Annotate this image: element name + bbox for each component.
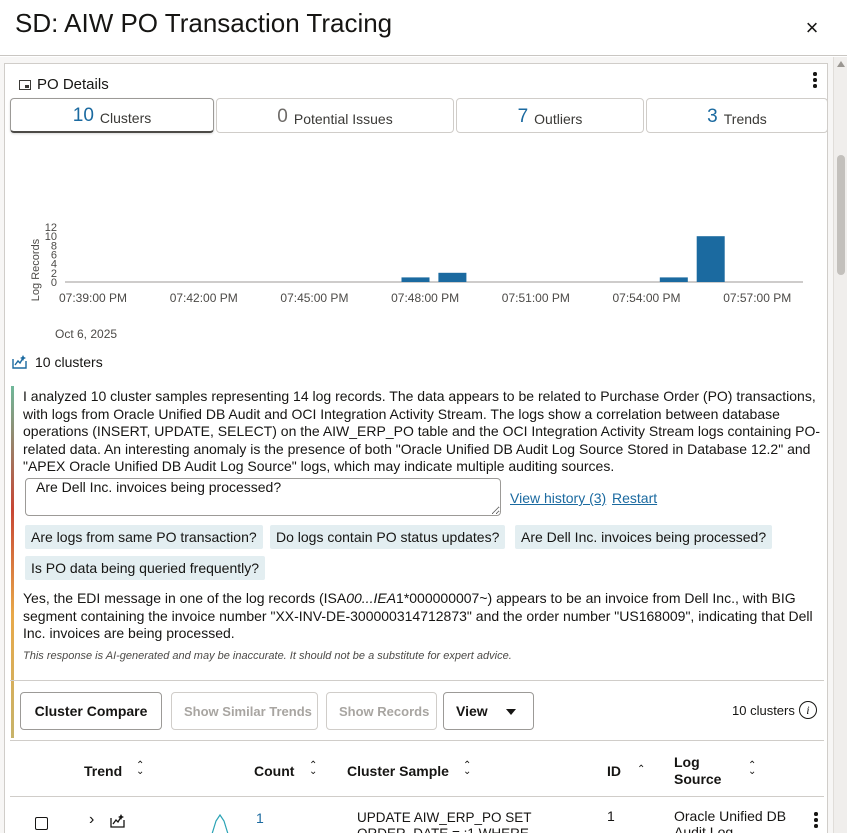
po-details-panel: PO Details 10 Clusters 0 Potential Issue… xyxy=(4,63,828,833)
tab-trends-count: 3 xyxy=(707,106,718,127)
trend-sparkline xyxy=(211,813,229,833)
tab-outliers-label: Outliers xyxy=(534,111,583,127)
y-tick-label: 0 xyxy=(51,277,57,289)
row-checkbox[interactable] xyxy=(35,817,48,830)
row-more-icon[interactable] xyxy=(808,808,824,832)
x-tick-label: 07:42:00 PM xyxy=(170,291,238,305)
show-similar-trends-button[interactable]: Show Similar Trends xyxy=(171,692,318,730)
clusters-summary-text: 10 clusters xyxy=(35,354,103,370)
close-icon[interactable]: × xyxy=(805,15,819,40)
suggestion-chip[interactable]: Are Dell Inc. invoices being processed? xyxy=(515,525,773,549)
scrollbar-thumb[interactable] xyxy=(837,155,845,275)
tab-clusters-label: Clusters xyxy=(99,110,152,126)
x-axis-date-label: Oct 6, 2025 xyxy=(55,327,117,341)
chevron-down-icon xyxy=(505,709,516,716)
ai-summary: I analyzed 10 cluster samples representi… xyxy=(23,388,821,474)
dialog-header: SD: AIW PO Transaction Tracing × xyxy=(0,0,847,56)
chart-bars xyxy=(401,236,725,282)
view-menu-button[interactable]: View xyxy=(443,692,534,730)
chart-bar[interactable] xyxy=(401,277,430,282)
chart-bar[interactable] xyxy=(696,236,725,282)
chart-bar[interactable] xyxy=(438,272,467,282)
row-id: 1 xyxy=(607,808,615,824)
y-tick-label: 6 xyxy=(51,250,57,262)
x-axis: 07:39:00 PM 07:42:00 PM 07:45:00 PM 07:48:0… xyxy=(59,281,803,305)
sort-ascending-icon[interactable]: ⌃ xyxy=(637,764,646,775)
tab-clusters[interactable]: 10 Clusters xyxy=(10,98,214,133)
ai-answer-suffix: 1*000000007~) appears to be an invoice f… xyxy=(23,590,813,641)
x-tick-label: 07:48:00 PM xyxy=(391,291,459,305)
x-tick-label: 07:39:00 PM xyxy=(59,291,127,305)
clusters-table: Trend ⌃ ⌄ Count ⌃ ⌄ Cluster Sample ⌃ ⌄ ID ⌃… xyxy=(10,740,824,833)
ai-answer-prefix: Yes, the EDI message in one of the log r… xyxy=(23,590,347,606)
x-tick-label: 07:51:00 PM xyxy=(502,291,570,305)
tab-potential-issues-count: 0 xyxy=(277,106,288,127)
tab-potential-issues-label: Potential Issues xyxy=(293,111,393,127)
column-header-trend[interactable]: Trend xyxy=(84,763,123,779)
panel-icon xyxy=(19,79,31,90)
cluster-count-text: 10 clusters xyxy=(732,702,795,718)
suggestion-chip[interactable]: Are logs from same PO transaction? xyxy=(25,525,263,549)
table-header: Trend ⌃ ⌄ Count ⌃ ⌄ Cluster Sample ⌃ ⌄ ID ⌃… xyxy=(10,741,824,797)
sort-icon[interactable]: ⌃ ⌄ xyxy=(463,760,472,777)
y-tick-label: 8 xyxy=(51,240,57,252)
dialog-title: SD: AIW PO Transaction Tracing xyxy=(15,8,393,38)
ai-sparkle-icon xyxy=(12,355,27,369)
y-tick-label: 2 xyxy=(51,268,57,280)
x-tick-label: 07:45:00 PM xyxy=(280,291,348,305)
ai-answer-italic: 00...IEA xyxy=(346,590,397,606)
y-axis-label: Log Records xyxy=(30,238,42,301)
suggestion-chip[interactable]: Is PO data being queried frequently? xyxy=(25,556,266,580)
panel-title: PO Details xyxy=(37,76,109,93)
chart-bar[interactable] xyxy=(659,277,688,282)
view-history-link[interactable]: View history (3) xyxy=(510,490,607,506)
ai-accent-bar xyxy=(11,386,14,738)
ai-answer: Yes, the EDI message in one of the log r… xyxy=(23,590,823,643)
row-log-source: Oracle Unified DB Audit Log xyxy=(674,808,787,833)
x-tick-label: 07:57:00 PM xyxy=(723,291,791,305)
column-header-cluster-sample[interactable]: Cluster Sample xyxy=(347,763,449,779)
scrollbar[interactable] xyxy=(833,57,847,833)
tab-outliers-count: 7 xyxy=(517,106,529,127)
ai-sparkle-icon xyxy=(110,814,125,828)
show-records-button[interactable]: Show Records xyxy=(326,692,437,730)
y-tick-label: 12 xyxy=(45,222,57,234)
panel-more-icon[interactable] xyxy=(807,68,823,92)
view-menu-label: View xyxy=(456,703,488,719)
y-tick-label: 4 xyxy=(51,259,57,271)
tab-trends-label: Trends xyxy=(723,111,767,127)
scroll-up-icon[interactable] xyxy=(837,61,845,67)
cluster-count: 10 clusters i xyxy=(732,701,817,719)
chevron-right-icon[interactable]: › xyxy=(89,811,95,828)
tab-trends[interactable]: 3 Trends xyxy=(646,98,828,133)
tab-outliers[interactable]: 7 Outliers xyxy=(456,98,644,133)
cluster-toolbar: Cluster Compare Show Similar Trends Show… xyxy=(10,680,824,740)
column-header-log-source[interactable]: Log Source xyxy=(674,754,722,787)
row-count-link[interactable]: 1 xyxy=(256,810,264,826)
column-header-count[interactable]: Count xyxy=(254,763,295,779)
y-tick-label: 10 xyxy=(45,231,57,243)
sort-icon[interactable]: ⌃ ⌄ xyxy=(309,760,318,777)
tab-clusters-count: 10 xyxy=(72,105,94,126)
sort-icon[interactable]: ⌃ ⌄ xyxy=(136,760,145,777)
sort-icon[interactable]: ⌃ ⌄ xyxy=(748,760,757,777)
panel-header: PO Details xyxy=(19,76,109,93)
summary-tabs: 10 Clusters 0 Potential Issues 7 Outlier… xyxy=(10,98,828,134)
tab-potential-issues[interactable]: 0 Potential Issues xyxy=(216,98,454,133)
ask-question-input[interactable] xyxy=(25,478,501,516)
row-cluster-sample: UPDATE AIW_ERP_PO SET ORDER_DATE = :1 WH… xyxy=(357,810,532,833)
ai-assistant: I analyzed 10 cluster samples representi… xyxy=(11,386,823,744)
ai-disclaimer: This response is AI-generated and may be… xyxy=(23,650,512,662)
suggestion-chip[interactable]: Do logs contain PO status updates? xyxy=(270,525,506,549)
column-header-id[interactable]: ID xyxy=(607,763,621,779)
x-tick-label: 07:54:00 PM xyxy=(613,291,681,305)
cluster-compare-button[interactable]: Cluster Compare xyxy=(20,692,162,730)
clusters-summary: 10 clusters xyxy=(11,354,103,370)
dialog-body: PO Details 10 Clusters 0 Potential Issue… xyxy=(0,57,847,833)
info-icon[interactable]: i xyxy=(798,701,817,719)
restart-link[interactable]: Restart xyxy=(612,490,658,506)
